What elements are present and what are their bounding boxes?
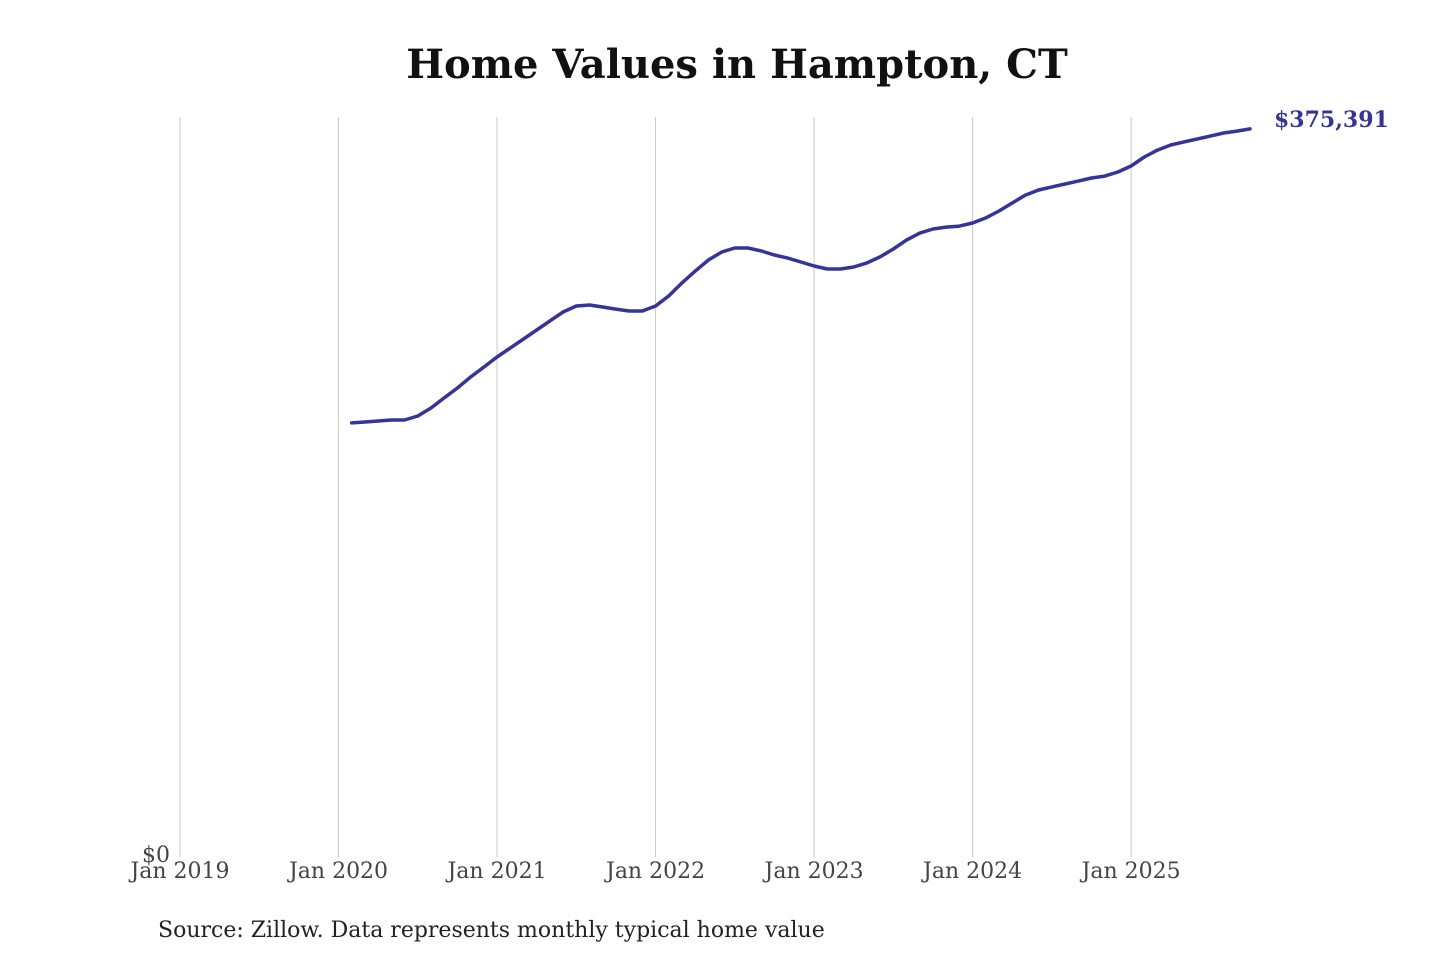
x-tick-label: Jan 2020 — [287, 859, 388, 884]
y-tick-label: $0 — [142, 843, 170, 868]
x-tick-label: Jan 2024 — [921, 859, 1022, 884]
chart-title: Home Values in Hampton, CT — [406, 41, 1068, 88]
line-series — [349, 127, 1252, 425]
x-tick-label: Jan 2022 — [604, 859, 705, 884]
x-tick-label: Jan 2019 — [128, 859, 229, 884]
source-note: Source: Zillow. Data represents monthly … — [158, 918, 825, 943]
x-tick-label: Jan 2023 — [763, 859, 864, 884]
x-tick-label: Jan 2025 — [1080, 859, 1181, 884]
value-label: $375,391 — [1274, 107, 1389, 133]
x-tick-label: Jan 2021 — [445, 859, 546, 884]
